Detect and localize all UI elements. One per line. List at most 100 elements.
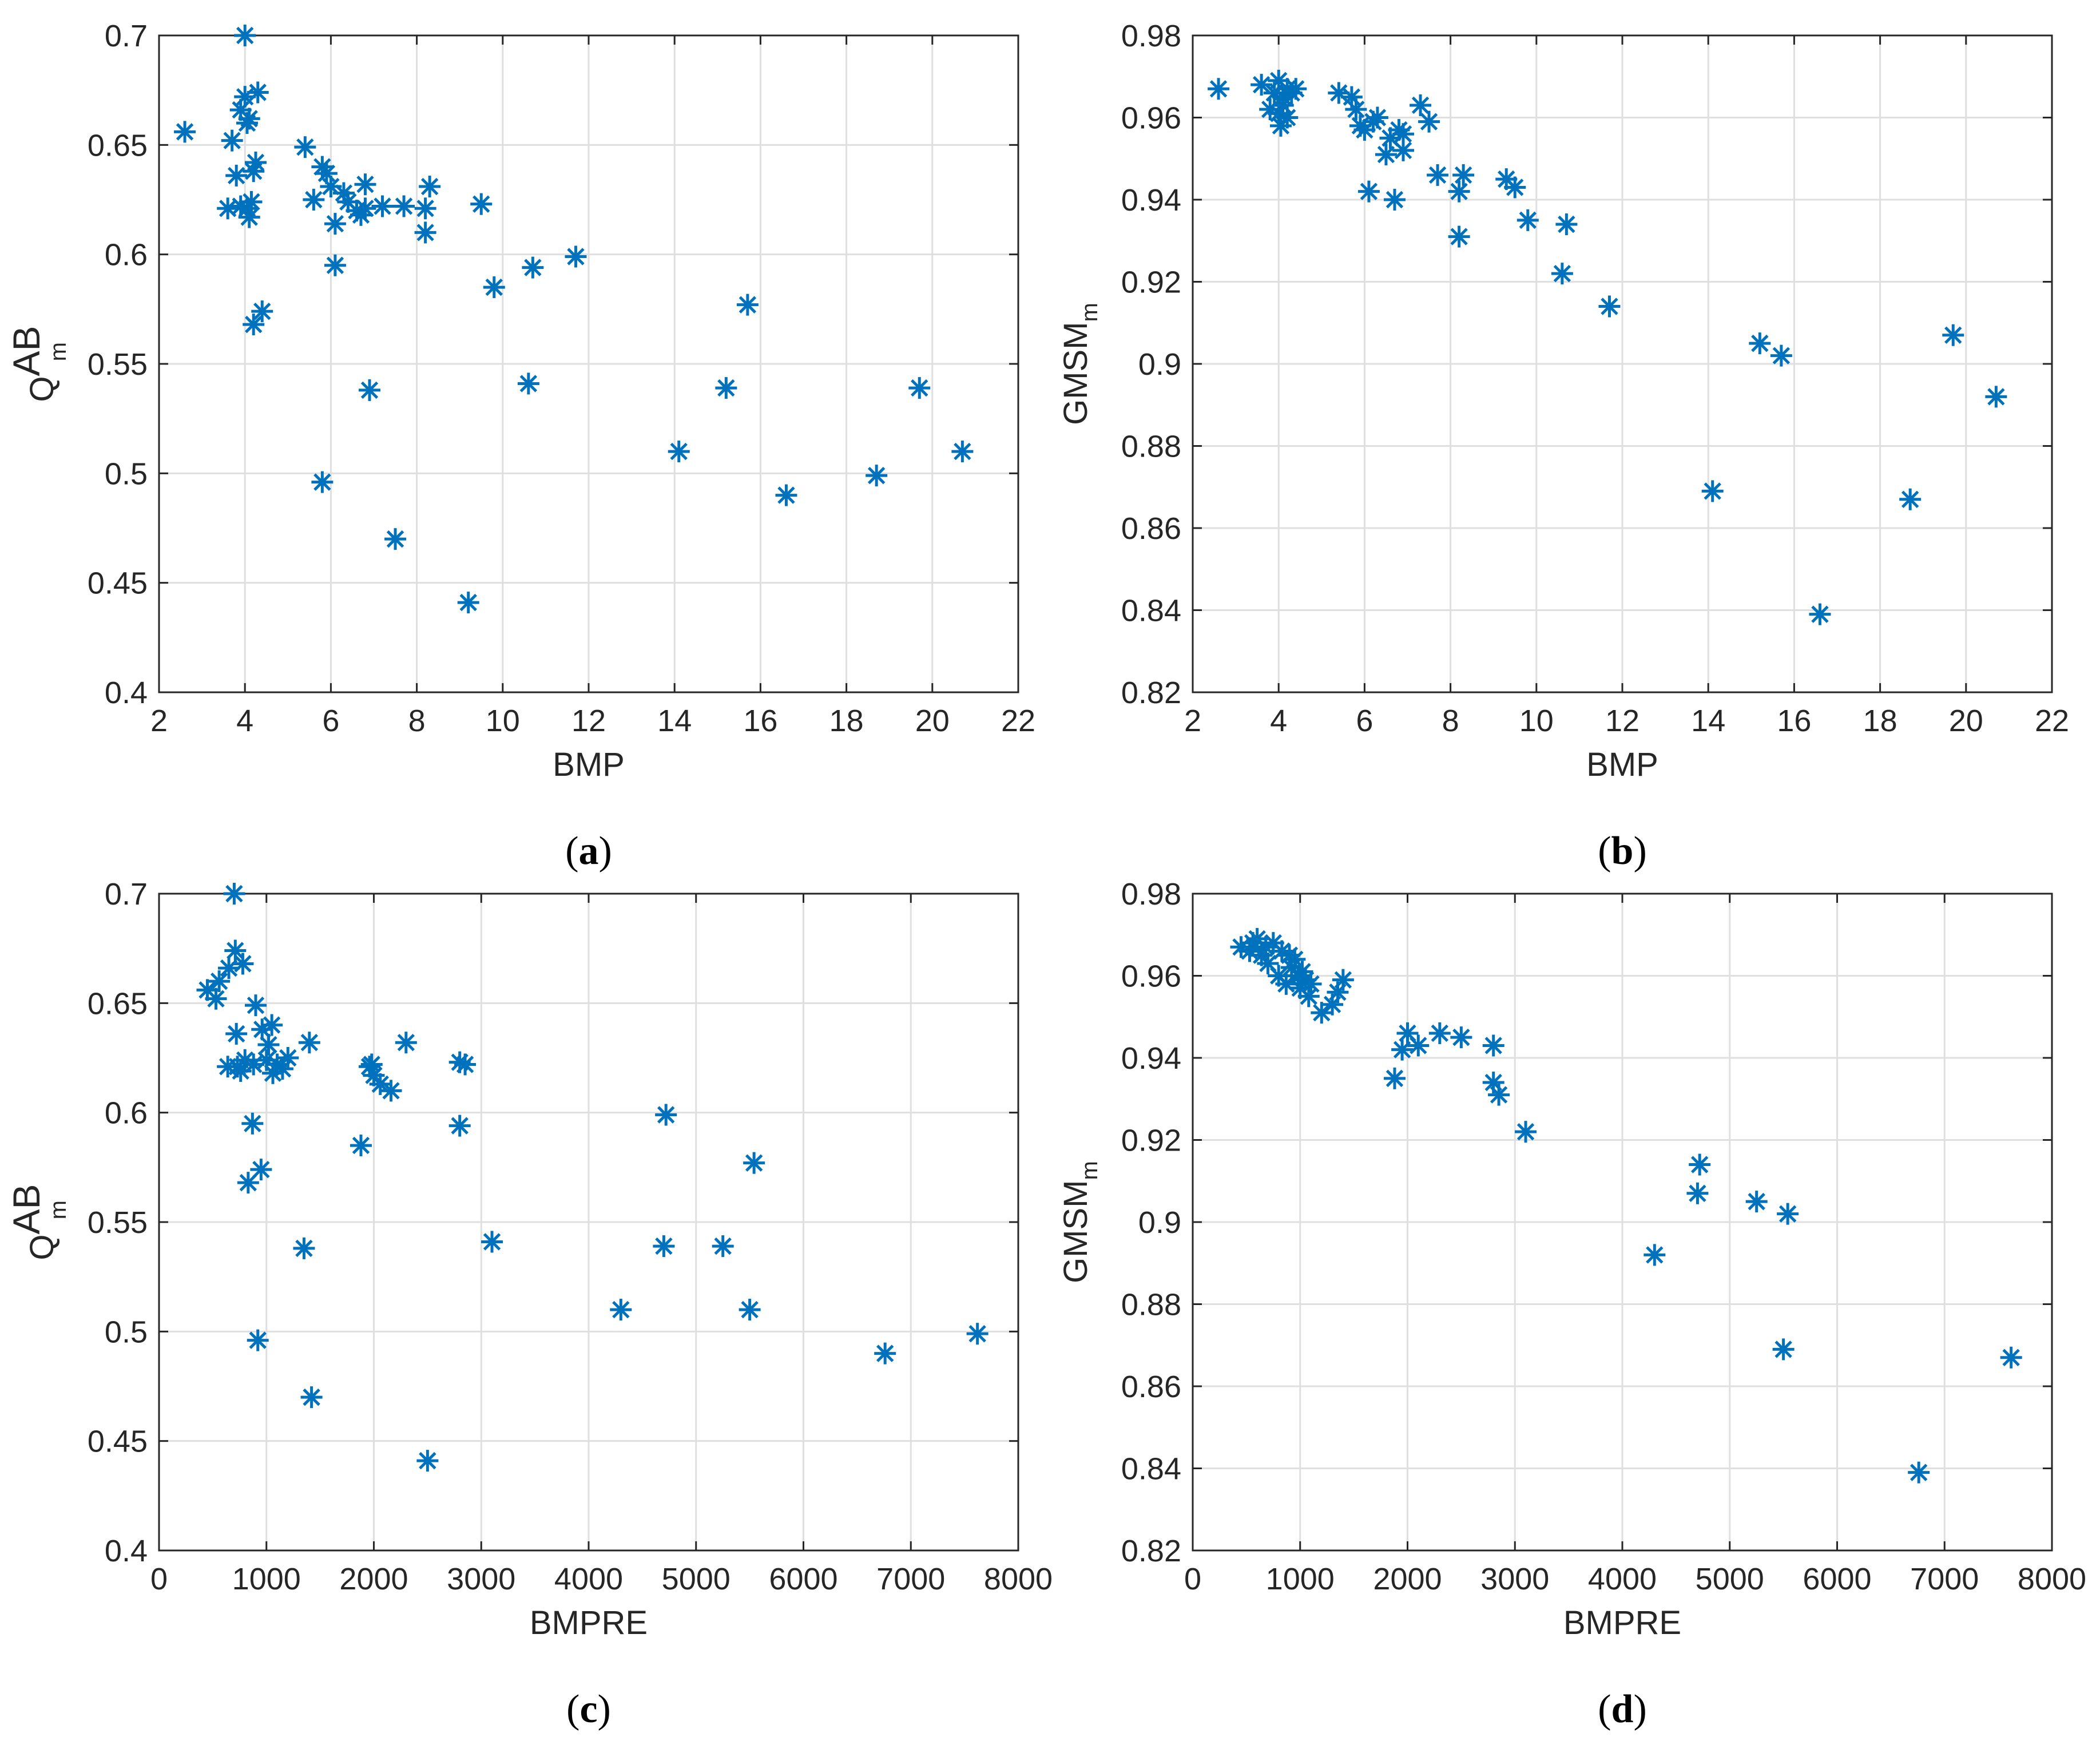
data-point: [1899, 488, 1922, 510]
data-point: [324, 254, 346, 276]
x-tick-label: 1000: [232, 1562, 301, 1596]
data-point: [225, 164, 248, 187]
x-tick-label: 10: [486, 704, 520, 738]
data-point: [221, 129, 243, 152]
y-axis-label-sub: m: [46, 342, 71, 361]
data-point: [1332, 969, 1354, 991]
y-tick-label: 0.9: [1138, 347, 1181, 382]
y-tick-label: 0.82: [1121, 1534, 1181, 1568]
data-point: [371, 195, 394, 217]
data-point: [966, 1323, 989, 1345]
data-point: [294, 136, 316, 158]
x-tick-label: 4: [236, 704, 253, 738]
data-point: [358, 379, 380, 401]
data-point: [1745, 1191, 1768, 1213]
x-tick-label: 16: [743, 704, 777, 738]
y-tick-label: 0.86: [1121, 1370, 1181, 1404]
y-tick-label: 0.45: [88, 566, 148, 601]
data-point: [1749, 332, 1771, 355]
y-axis-label-main: GMSM: [1057, 1180, 1094, 1283]
y-tick-label: 0.65: [88, 986, 148, 1021]
y-axis-label-sub: m: [46, 1200, 71, 1219]
data-point: [419, 176, 441, 198]
data-point: [244, 151, 267, 173]
scatter-series: [174, 25, 974, 614]
x-tick-label: 7000: [1910, 1562, 1979, 1596]
x-tick-label: 2: [1184, 704, 1201, 738]
x-tick-label: 14: [1691, 704, 1725, 738]
data-point: [565, 245, 587, 268]
y-tick-label: 0.96: [1121, 959, 1181, 994]
data-point: [1504, 176, 1526, 199]
data-point: [1427, 164, 1449, 186]
x-tick-label: 8000: [984, 1562, 1053, 1596]
data-point: [208, 970, 231, 993]
data-point: [234, 25, 256, 46]
data-point: [1311, 1002, 1333, 1024]
panel-caption: (d): [1598, 1687, 1647, 1731]
data-point: [1701, 480, 1724, 502]
data-point: [324, 213, 346, 235]
y-axis-label: QABm: [5, 326, 71, 402]
data-point: [1428, 1022, 1451, 1044]
data-point: [240, 191, 263, 213]
panel-caption: (a): [565, 829, 612, 873]
data-point: [655, 1104, 677, 1126]
y-tick-label: 0.65: [88, 128, 148, 162]
y-axis-label-main: Q: [23, 1234, 61, 1260]
data-point: [243, 314, 265, 336]
data-point: [298, 1032, 320, 1054]
data-point: [1515, 1121, 1537, 1143]
y-axis-label-main: Q: [23, 376, 61, 402]
y-tick-label: 0.6: [105, 1096, 148, 1131]
y-axis-label-sup: AB: [5, 326, 47, 376]
data-point: [610, 1299, 632, 1321]
data-point: [1297, 985, 1320, 1008]
y-tick-label: 0.7: [105, 877, 148, 911]
data-point: [303, 189, 325, 211]
data-point: [311, 471, 334, 493]
x-tick-label: 2000: [1373, 1562, 1442, 1596]
y-axis-label-sub: m: [1077, 1161, 1102, 1180]
data-point: [293, 1237, 315, 1259]
data-point: [1517, 209, 1539, 231]
panel-caption-letter: d: [1611, 1687, 1634, 1731]
data-point: [354, 173, 376, 196]
data-point: [1777, 1203, 1799, 1225]
y-tick-label: 0.98: [1121, 19, 1181, 53]
x-tick-label: 1000: [1266, 1562, 1335, 1596]
x-tick-label: 6000: [769, 1562, 837, 1596]
data-point: [1418, 110, 1440, 133]
data-point: [1908, 1461, 1930, 1484]
data-point: [668, 441, 690, 463]
panel-caption: (b): [1598, 829, 1647, 873]
data-point: [1383, 1067, 1406, 1089]
data-point: [1689, 1153, 1711, 1176]
y-tick-label: 0.9: [1138, 1205, 1181, 1240]
y-tick-label: 0.5: [105, 457, 148, 491]
panel-caption: (c): [566, 1687, 611, 1731]
data-point: [739, 1299, 761, 1321]
panel-d: 0 1000 2000 3000 4000 5000 6000 7000 8000 0.82 0.8…: [1057, 877, 2086, 1731]
x-tick-label: 5000: [662, 1562, 731, 1596]
y-axis-label-sub: m: [1077, 303, 1102, 322]
data-point: [712, 1235, 734, 1258]
data-point: [1407, 1034, 1430, 1057]
y-tick-label: 0.88: [1121, 430, 1181, 464]
y-tick-label: 0.96: [1121, 101, 1181, 136]
data-point: [1357, 180, 1380, 203]
y-axis-label: QABm: [5, 1184, 71, 1260]
data-point: [393, 195, 415, 217]
y-tick-label: 0.82: [1121, 676, 1181, 710]
y-tick-label: 0.84: [1121, 594, 1181, 628]
data-point: [653, 1235, 675, 1258]
y-tick-label: 0.92: [1121, 265, 1181, 300]
data-point: [775, 484, 797, 506]
data-point: [238, 108, 260, 130]
panel-caption-letter: a: [579, 829, 599, 873]
x-axis-label: BMP: [553, 746, 625, 783]
data-point: [300, 1386, 323, 1409]
x-tick-label: 14: [657, 704, 692, 738]
data-point: [1284, 948, 1306, 970]
